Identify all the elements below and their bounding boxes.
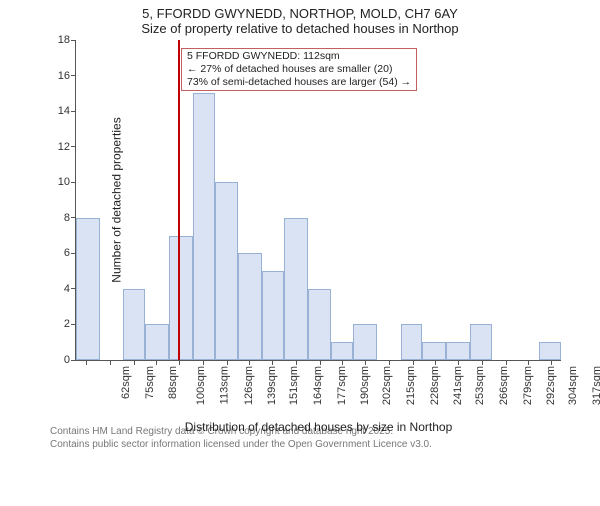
y-tick-label: 6 xyxy=(64,247,70,259)
x-tick-label: 241sqm xyxy=(452,366,464,405)
histogram-bar xyxy=(123,289,145,360)
y-tick-mark xyxy=(71,360,76,361)
y-tick-label: 0 xyxy=(64,354,70,366)
y-tick-mark xyxy=(71,217,76,218)
histogram-bar xyxy=(470,324,492,360)
x-tick-label: 151sqm xyxy=(288,366,300,405)
y-tick-mark xyxy=(71,288,76,289)
x-tick-label: 164sqm xyxy=(312,366,324,405)
histogram-bar xyxy=(76,218,100,360)
histogram-bar xyxy=(145,324,169,360)
y-tick-label: 12 xyxy=(58,141,70,153)
x-tick-label: 202sqm xyxy=(381,366,393,405)
x-tick-mark xyxy=(435,360,436,365)
y-tick-mark xyxy=(71,40,76,41)
x-tick-mark xyxy=(482,360,483,365)
x-tick-mark xyxy=(506,360,507,365)
histogram-bar xyxy=(446,342,470,360)
x-tick-mark xyxy=(413,360,414,365)
y-tick-label: 14 xyxy=(58,105,70,117)
histogram-bar xyxy=(284,218,308,360)
y-axis-label: Number of detached properties xyxy=(110,117,124,282)
histogram-bar xyxy=(401,324,423,360)
x-tick-label: 215sqm xyxy=(405,366,417,405)
x-tick-label: 304sqm xyxy=(567,366,579,405)
x-tick-mark xyxy=(342,360,343,365)
histogram-bar xyxy=(539,342,561,360)
annotation-line: 73% of semi-detached houses are larger (… xyxy=(187,76,411,89)
annotation-line: 5 FFORDD GWYNEDD: 112sqm xyxy=(187,50,411,63)
histogram-bar xyxy=(262,271,284,360)
y-tick-label: 18 xyxy=(58,34,70,46)
x-tick-label: 317sqm xyxy=(591,366,600,405)
x-tick-label: 177sqm xyxy=(336,366,348,405)
x-tick-mark xyxy=(249,360,250,365)
x-tick-mark xyxy=(110,360,111,365)
x-tick-label: 62sqm xyxy=(120,366,132,399)
histogram-bar xyxy=(308,289,332,360)
y-tick-label: 16 xyxy=(58,70,70,82)
histogram-bar xyxy=(353,324,377,360)
annotation-line: ← 27% of detached houses are smaller (20… xyxy=(187,63,411,76)
x-tick-label: 113sqm xyxy=(218,366,230,404)
annotation-box: 5 FFORDD GWYNEDD: 112sqm ← 27% of detach… xyxy=(181,48,417,91)
credit-line: Contains public sector information licen… xyxy=(50,439,600,452)
plot-area: Number of detached properties Distributi… xyxy=(75,40,561,361)
histogram-bar xyxy=(422,342,446,360)
y-tick-label: 10 xyxy=(58,176,70,188)
y-tick-mark xyxy=(71,111,76,112)
chart-title-main: 5, FFORDD GWYNEDD, NORTHOP, MOLD, CH7 6A… xyxy=(0,6,600,21)
x-tick-mark xyxy=(320,360,321,365)
x-tick-label: 100sqm xyxy=(195,366,207,405)
x-tick-label: 126sqm xyxy=(243,366,255,405)
x-tick-mark xyxy=(528,360,529,365)
y-tick-label: 8 xyxy=(64,212,70,224)
x-tick-label: 266sqm xyxy=(498,366,510,405)
chart-title-sub: Size of property relative to detached ho… xyxy=(0,21,600,36)
x-tick-mark xyxy=(365,360,366,365)
histogram-bar xyxy=(169,236,193,360)
reference-line xyxy=(178,40,180,360)
y-tick-mark xyxy=(71,75,76,76)
y-tick-mark xyxy=(71,146,76,147)
y-tick-mark xyxy=(71,324,76,325)
x-tick-mark xyxy=(156,360,157,365)
y-tick-label: 4 xyxy=(64,283,70,295)
x-tick-mark xyxy=(203,360,204,365)
chart-container: Number of detached properties Distributi… xyxy=(20,40,580,420)
x-tick-mark xyxy=(296,360,297,365)
x-tick-label: 253sqm xyxy=(474,366,486,405)
histogram-bar xyxy=(193,93,215,360)
x-tick-mark xyxy=(134,360,135,365)
x-tick-label: 228sqm xyxy=(429,366,441,405)
x-tick-label: 88sqm xyxy=(167,366,179,399)
x-tick-label: 292sqm xyxy=(545,366,557,405)
x-tick-label: 139sqm xyxy=(266,366,278,405)
x-tick-mark xyxy=(551,360,552,365)
y-tick-mark xyxy=(71,182,76,183)
x-tick-mark xyxy=(227,360,228,365)
x-tick-label: 190sqm xyxy=(359,366,371,405)
y-tick-mark xyxy=(71,253,76,254)
x-tick-mark xyxy=(458,360,459,365)
y-tick-label: 2 xyxy=(64,318,70,330)
histogram-bar xyxy=(215,182,239,360)
x-tick-mark xyxy=(389,360,390,365)
histogram-bar xyxy=(331,342,353,360)
x-tick-mark xyxy=(86,360,87,365)
x-axis-label: Distribution of detached houses by size … xyxy=(185,420,453,434)
x-tick-mark xyxy=(272,360,273,365)
x-tick-label: 279sqm xyxy=(522,366,534,405)
x-tick-label: 75sqm xyxy=(144,366,156,399)
histogram-bar xyxy=(238,253,262,360)
x-tick-mark xyxy=(179,360,180,365)
